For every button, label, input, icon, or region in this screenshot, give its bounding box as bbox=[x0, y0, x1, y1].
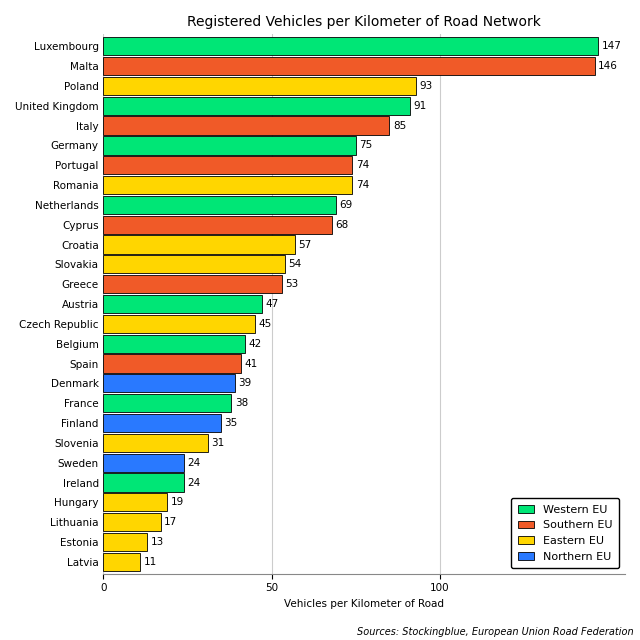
Text: 38: 38 bbox=[235, 398, 248, 408]
Text: 24: 24 bbox=[188, 477, 201, 488]
Text: 13: 13 bbox=[150, 537, 164, 547]
Text: 39: 39 bbox=[238, 378, 252, 388]
Text: 35: 35 bbox=[225, 418, 238, 428]
Bar bbox=[104, 454, 184, 472]
Text: 24: 24 bbox=[188, 458, 201, 468]
Bar bbox=[104, 434, 208, 452]
Text: 74: 74 bbox=[356, 160, 369, 170]
Bar bbox=[104, 275, 282, 293]
Bar bbox=[104, 57, 595, 75]
Legend: Western EU, Southern EU, Eastern EU, Northern EU: Western EU, Southern EU, Eastern EU, Nor… bbox=[511, 498, 620, 568]
Bar bbox=[104, 355, 241, 372]
Bar bbox=[104, 136, 356, 154]
Text: 11: 11 bbox=[144, 557, 157, 567]
Text: 42: 42 bbox=[248, 339, 261, 349]
Text: 93: 93 bbox=[420, 81, 433, 91]
Text: 57: 57 bbox=[299, 239, 312, 250]
Bar bbox=[104, 553, 141, 571]
Bar bbox=[104, 116, 390, 134]
Bar bbox=[104, 474, 184, 492]
Bar bbox=[104, 414, 221, 432]
Bar bbox=[104, 295, 262, 313]
Bar bbox=[104, 533, 147, 551]
Title: Registered Vehicles per Kilometer of Road Network: Registered Vehicles per Kilometer of Roa… bbox=[188, 15, 541, 29]
Text: 68: 68 bbox=[335, 220, 349, 230]
Bar bbox=[104, 196, 335, 214]
X-axis label: Vehicles per Kilometer of Road: Vehicles per Kilometer of Road bbox=[284, 599, 444, 609]
Text: Sources: Stockingblue, European Union Road Federation: Sources: Stockingblue, European Union Ro… bbox=[357, 627, 634, 637]
Text: 17: 17 bbox=[164, 517, 177, 527]
Text: 146: 146 bbox=[598, 61, 618, 71]
Text: 19: 19 bbox=[171, 497, 184, 508]
Bar bbox=[104, 236, 295, 253]
Text: 53: 53 bbox=[285, 279, 298, 289]
Bar bbox=[104, 97, 410, 115]
Bar bbox=[104, 37, 598, 55]
Text: 31: 31 bbox=[211, 438, 225, 448]
Text: 54: 54 bbox=[289, 259, 302, 269]
Bar bbox=[104, 255, 285, 273]
Bar bbox=[104, 156, 353, 174]
Bar bbox=[104, 513, 161, 531]
Bar bbox=[104, 77, 417, 95]
Bar bbox=[104, 374, 235, 392]
Text: 147: 147 bbox=[602, 41, 621, 51]
Bar bbox=[104, 315, 255, 333]
Text: 85: 85 bbox=[393, 120, 406, 131]
Text: 75: 75 bbox=[359, 140, 372, 150]
Text: 47: 47 bbox=[265, 299, 278, 309]
Text: 74: 74 bbox=[356, 180, 369, 190]
Bar bbox=[104, 394, 231, 412]
Text: 41: 41 bbox=[244, 358, 258, 369]
Bar bbox=[104, 493, 168, 511]
Bar bbox=[104, 216, 332, 234]
Text: 91: 91 bbox=[413, 100, 426, 111]
Text: 45: 45 bbox=[259, 319, 271, 329]
Text: 69: 69 bbox=[339, 200, 352, 210]
Bar bbox=[104, 335, 244, 353]
Bar bbox=[104, 176, 353, 194]
